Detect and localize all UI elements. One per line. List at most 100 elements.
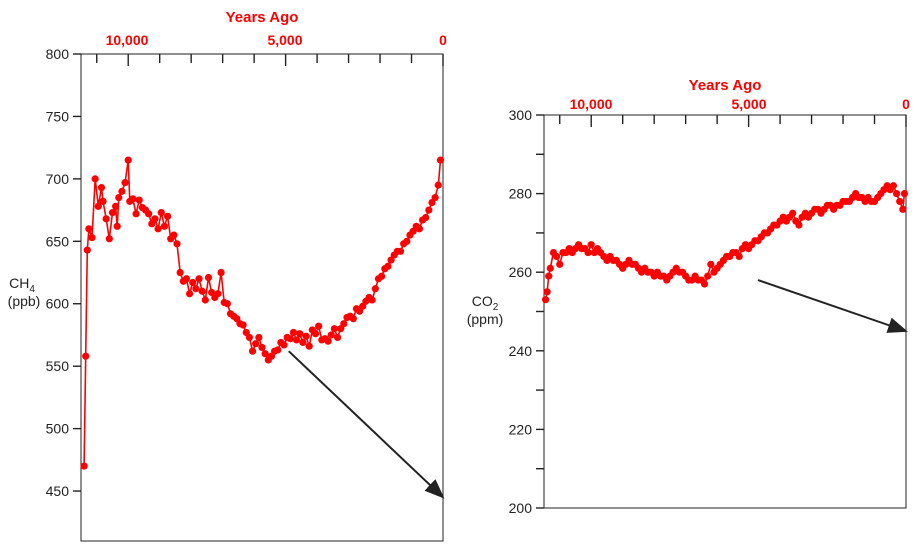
ch4-data-point: [315, 322, 323, 330]
ch4-data-point: [204, 273, 213, 282]
ch4-data-point: [192, 285, 200, 293]
ch4-data-point: [396, 247, 405, 255]
co2-y-tick-label-300: 300: [509, 107, 533, 123]
ch4-data-point: [94, 202, 102, 210]
ch4-data-point: [201, 296, 209, 304]
ch4-data-point: [108, 208, 117, 217]
co2-data-point: [543, 288, 551, 296]
co2-trend-arrow: [757, 279, 908, 333]
ch4-data-point: [378, 272, 386, 280]
ch4-data-point: [80, 462, 88, 470]
ch4-data-point: [333, 333, 342, 342]
ch4-data-point: [118, 187, 126, 195]
ch4-top-tick-label-5000: 5,000: [267, 32, 302, 48]
ch4-y-label-sub: 4: [29, 284, 35, 295]
ch4-data-point: [431, 194, 439, 202]
co2-y-label-main: CO: [472, 293, 493, 309]
ch4-data-point: [311, 330, 320, 338]
ch4-y-tick-label-800: 800: [46, 46, 70, 62]
ch4-data-point: [422, 213, 430, 222]
ch4-data-point: [436, 156, 445, 164]
co2-top-tick-label-5000: 5,000: [731, 96, 766, 112]
co2-data-point: [700, 280, 709, 288]
ch4-data-point: [115, 194, 123, 202]
ch4-data-point: [239, 321, 247, 329]
co2-y-tick-label-200: 200: [509, 500, 533, 516]
ch4-data-point: [135, 196, 143, 204]
co2-data-point: [541, 296, 550, 304]
ch4-y-tick-label-500: 500: [46, 421, 70, 437]
ch4-data-point: [252, 340, 260, 348]
ch4-data-point: [349, 315, 357, 323]
ch4-data-point: [415, 225, 423, 233]
co2-chart: Years Ago 10,000 5,000 0 CO2 (ppm) 20022…: [467, 77, 910, 516]
ch4-data-point: [129, 195, 137, 203]
co2-data-point: [789, 209, 797, 217]
ch4-y-tick-label-650: 650: [46, 233, 70, 249]
ch4-data-point: [112, 202, 120, 210]
ch4-data-point: [83, 246, 91, 254]
ch4-data-point: [299, 338, 307, 347]
ch4-data-point: [102, 215, 110, 223]
ch4-y-tick-label-600: 600: [46, 296, 70, 312]
co2-top-tick-label-0: 0: [902, 96, 910, 112]
ch4-data-point: [132, 210, 140, 218]
ch4-data-point: [258, 343, 266, 352]
ch4-data-point: [163, 212, 172, 220]
ch4-y-tick-label-550: 550: [46, 358, 70, 374]
co2-data-point: [546, 264, 554, 272]
ch4-y-axis-label: CH4: [9, 275, 35, 295]
ch4-top-tick-label-0: 0: [439, 32, 447, 48]
co2-y-tick-label-280: 280: [509, 186, 533, 202]
ch4-chart: Years Ago 10,000 5,000 0 CH4 (ppb) 450 50…: [8, 9, 447, 542]
ch4-data-point: [293, 336, 301, 344]
co2-y-tick-label-240: 240: [509, 343, 533, 359]
ch4-data-point: [296, 330, 304, 338]
ch4-top-tick-label-10000: 10,000: [106, 32, 149, 48]
ch4-data-point: [154, 225, 162, 233]
ch4-data-point: [121, 179, 129, 187]
ch4-data-point: [327, 331, 335, 339]
co2-data-point: [896, 197, 904, 206]
ch4-data-point: [245, 333, 254, 342]
co2-data-point: [587, 241, 595, 249]
ch4-data-point: [280, 341, 288, 349]
ch4-data-point: [217, 268, 225, 277]
co2-y-axis-units: (ppm): [467, 311, 504, 327]
ch4-data-point: [371, 285, 379, 293]
ch4-data-point: [182, 275, 191, 283]
ch4-data-point: [186, 290, 194, 298]
ch4-data-point: [305, 342, 313, 350]
ch4-data-point: [340, 320, 348, 328]
ch4-data-point: [99, 197, 107, 205]
co2-data-point: [795, 221, 803, 229]
ch4-data-point: [223, 300, 231, 308]
co2-top-tick-label-10000: 10,000: [570, 96, 613, 112]
ch4-data-point: [274, 346, 282, 354]
ch4-data-point: [261, 350, 269, 358]
co2-data-point: [556, 260, 564, 268]
co2-data-point: [899, 205, 907, 213]
ch4-data-point: [198, 287, 206, 295]
ch4-plot-frame: [80, 53, 444, 542]
ch4-y-label-main: CH: [9, 275, 29, 291]
ch4-y-tick-label-700: 700: [46, 171, 70, 187]
ch4-data-point: [214, 290, 222, 298]
ch4-data-point: [403, 237, 411, 245]
ch4-data-point: [195, 275, 203, 283]
ch4-data-point: [105, 235, 113, 243]
co2-data-point: [900, 190, 909, 198]
ch4-data-point: [97, 184, 106, 192]
ch4-y-axis-units: (ppb): [8, 293, 41, 309]
ch4-data-point: [189, 278, 197, 287]
ch4-data-point: [425, 206, 433, 214]
ch4-data-point: [145, 210, 153, 218]
ch4-y-tick-label-750: 750: [46, 108, 70, 124]
ch4-data-point: [124, 156, 132, 164]
co2-y-axis-label: CO2: [472, 293, 499, 313]
co2-data-point: [552, 252, 561, 261]
ch4-data-point: [324, 337, 332, 345]
ch4-y-tick-label-450: 450: [46, 483, 70, 499]
